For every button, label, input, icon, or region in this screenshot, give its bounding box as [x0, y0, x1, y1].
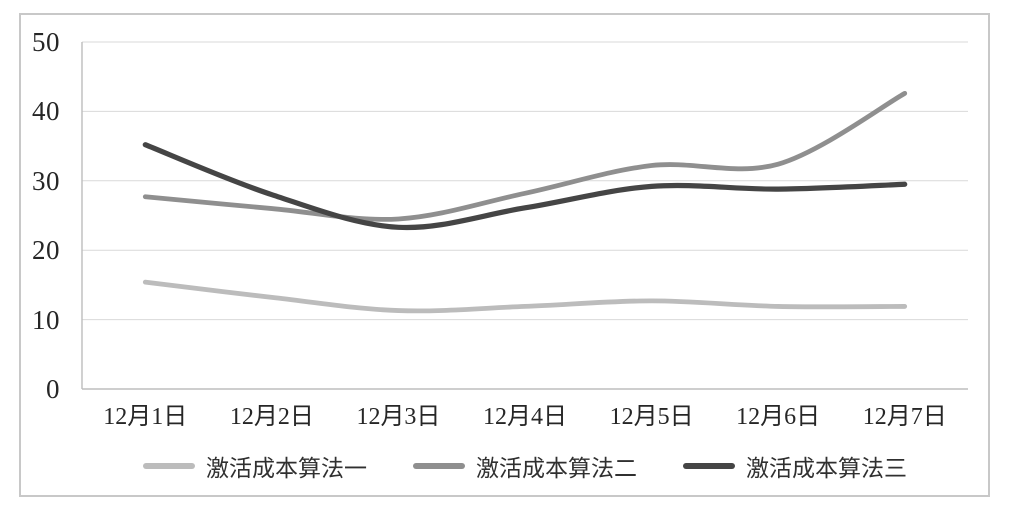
legend-item-series1: 激活成本算法一 — [143, 449, 367, 483]
x-tick-label: 12月4日 — [483, 404, 568, 430]
legend-swatch-series3-icon — [683, 463, 735, 469]
series-line-1 — [142, 279, 908, 314]
series-line-3 — [142, 142, 908, 231]
series-line-2 — [142, 90, 908, 222]
legend-item-series2: 激活成本算法二 — [413, 449, 637, 483]
x-tick-label: 12月5日 — [609, 404, 694, 430]
y-tick-label: 20 — [32, 235, 60, 265]
legend-item-series3: 激活成本算法三 — [683, 449, 907, 483]
y-tick-label: 10 — [32, 305, 60, 335]
y-tick-label: 40 — [32, 96, 60, 126]
legend-swatch-series1-icon — [143, 463, 195, 469]
legend-label-series1: 激活成本算法一 — [206, 456, 367, 481]
x-tick-label: 12月1日 — [103, 404, 188, 430]
legend-label-series3: 激活成本算法三 — [746, 456, 907, 481]
x-tick-label: 12月3日 — [356, 404, 441, 430]
y-tick-label: 0 — [46, 374, 60, 404]
x-tick-label: 12月2日 — [229, 404, 314, 430]
legend-swatch-series2-icon — [413, 463, 465, 469]
legend: 激活成本算法一 激活成本算法二 激活成本算法三 — [82, 449, 968, 483]
y-tick-label: 30 — [32, 166, 60, 196]
legend-label-series2: 激活成本算法二 — [476, 456, 637, 481]
x-tick-label: 12月6日 — [736, 404, 821, 430]
y-axis: 50 40 30 20 10 0 — [0, 0, 62, 420]
x-axis: 12月1日 12月2日 12月3日 12月4日 12月5日 12月6日 12月7… — [82, 396, 968, 431]
chart-outer-border — [19, 13, 990, 497]
x-tick-label: 12月7日 — [862, 404, 947, 430]
y-tick-label: 50 — [32, 27, 60, 57]
